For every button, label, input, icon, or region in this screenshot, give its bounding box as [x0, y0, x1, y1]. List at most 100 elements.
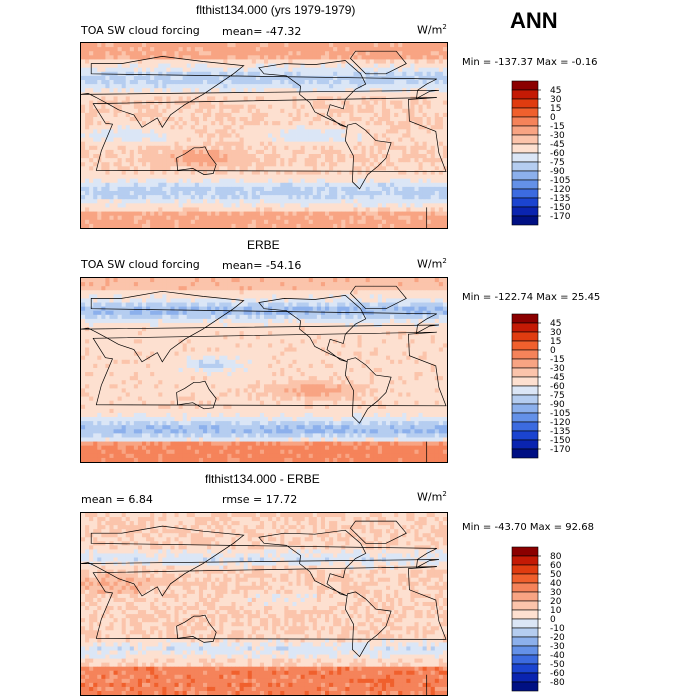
colorbar-swatch — [511, 591, 539, 602]
colorbar-swatch — [511, 367, 539, 378]
colorbar-tick-label: 30 — [550, 95, 562, 105]
colorbar-tick-label: -60 — [550, 382, 565, 392]
colorbar-swatch — [511, 645, 539, 656]
coastline — [92, 97, 447, 172]
season-label: ANN — [510, 8, 558, 33]
colorbar-swatch — [511, 134, 539, 145]
colorbar-tick-label: -30 — [550, 642, 565, 652]
colorbar-tick-label: -40 — [550, 651, 565, 661]
colorbar-tick-label: 30 — [550, 588, 562, 598]
panel3-map-plot — [81, 513, 447, 695]
colorbar-swatch — [511, 188, 539, 199]
panel2-colorbar: 45 30 15 0 -15 -30 -45 -60 -75 -90 -105 -120 -135 -15… — [511, 313, 572, 459]
panel2-variable: TOA SW cloud forcing — [81, 258, 200, 271]
colorbar-swatch — [511, 170, 539, 181]
colorbar-tick-label: 50 — [550, 570, 562, 580]
colorbar-swatch — [511, 430, 539, 441]
panel1-mean: mean= -47.32 — [222, 25, 302, 38]
colorbar-swatch — [511, 331, 539, 342]
colorbar-tick-label: 80 — [550, 552, 562, 562]
panel2-map — [80, 277, 448, 463]
colorbar-tick-label: -170 — [550, 212, 571, 222]
panel2-map-plot — [81, 278, 447, 462]
colorbar-tick-label: -170 — [550, 445, 571, 455]
colorbar-tick-label: 0 — [550, 113, 556, 123]
colorbar-swatch — [511, 322, 539, 333]
colorbar-swatch — [511, 116, 539, 127]
colorbar-swatch — [511, 313, 539, 324]
coastline — [344, 357, 392, 424]
colorbar-tick-label: -90 — [550, 400, 565, 410]
colorbar-swatch — [511, 609, 539, 620]
panel2-mean: mean= -54.16 — [222, 259, 302, 272]
colorbar-swatch — [511, 448, 539, 459]
panel1-title: flthist134.000 (yrs 1979-1979) — [196, 3, 356, 17]
panel3-mean: mean = 6.84 — [81, 493, 153, 506]
colorbar-tick-label: -90 — [550, 167, 565, 177]
colorbar-tick-label: 60 — [550, 561, 562, 571]
panel3-min-max: Min = -43.70 Max = 92.68 — [462, 522, 594, 533]
colorbar-tick-label: -15 — [550, 355, 565, 365]
panel2-title: ERBE — [247, 238, 280, 252]
colorbar-swatch — [511, 672, 539, 683]
colorbar-swatch — [511, 412, 539, 423]
coastline — [81, 525, 439, 597]
colorbar-tick-label: 15 — [550, 337, 561, 347]
colorbar-swatch — [511, 98, 539, 109]
colorbar-swatch — [511, 143, 539, 154]
panel3-units: W/m2 — [417, 490, 447, 504]
colorbar-swatch — [511, 439, 539, 450]
colorbar-swatch — [511, 152, 539, 163]
colorbar-swatch — [511, 654, 539, 665]
colorbar-tick-label: -120 — [550, 185, 571, 195]
coastline — [176, 146, 217, 175]
colorbar-swatch — [511, 564, 539, 575]
colorbar-tick-label: -150 — [550, 203, 571, 213]
colorbar-tick-label: -45 — [550, 140, 565, 150]
colorbar-swatch — [511, 340, 539, 351]
colorbar-tick-label: -30 — [550, 364, 565, 374]
colorbar-swatch — [511, 546, 539, 557]
colorbar-swatch — [511, 394, 539, 405]
colorbar-swatch — [511, 573, 539, 584]
colorbar-swatch — [511, 80, 539, 91]
coastline — [344, 591, 392, 658]
coastline — [258, 295, 367, 363]
colorbar-swatch — [511, 421, 539, 432]
colorbar-swatch — [511, 161, 539, 172]
colorbar-swatch — [511, 179, 539, 190]
colorbar-swatch — [511, 206, 539, 217]
colorbar-tick-label: -45 — [550, 373, 565, 383]
colorbar-tick-label: 40 — [550, 579, 562, 589]
panel2-min-max: Min = -122.74 Max = 25.45 — [462, 292, 601, 303]
panel1-min-max: Min = -137.37 Max = -0.16 — [462, 57, 598, 68]
colorbar-swatch — [511, 89, 539, 100]
colorbar-tick-label: 30 — [550, 328, 562, 338]
colorbar-tick-label: -60 — [550, 149, 565, 159]
colorbar-tick-label: -75 — [550, 391, 565, 401]
panel3-colorbar: 80 60 50 40 30 20 10 0 -10 -20 -30 -40 -50 -60 -80 — [511, 546, 572, 692]
colorbar-swatch — [511, 125, 539, 136]
colorbar-swatch — [511, 107, 539, 118]
colorbar-tick-label: -15 — [550, 122, 565, 132]
colorbar-tick-label: 45 — [550, 319, 561, 329]
colorbar-tick-label: -150 — [550, 436, 571, 446]
colorbar-tick-label: -20 — [550, 633, 565, 643]
colorbar-tick-label: 10 — [550, 606, 562, 616]
colorbar-swatch — [511, 582, 539, 593]
coastline — [349, 50, 407, 75]
colorbar-swatch — [511, 197, 539, 208]
colorbar-swatch — [511, 358, 539, 369]
colorbar-swatch — [511, 215, 539, 226]
panel1-units: W/m2 — [417, 23, 447, 37]
panel3-rmse: rmse = 17.72 — [222, 493, 298, 506]
colorbar-swatch — [511, 385, 539, 396]
coastline — [81, 290, 439, 363]
colorbar-swatch — [511, 636, 539, 647]
colorbar-tick-label: -60 — [550, 669, 565, 679]
colorbar-swatch — [511, 376, 539, 387]
panel3-title: flthist134.000 - ERBE — [205, 472, 320, 486]
colorbar-tick-label: -10 — [550, 624, 565, 634]
colorbar-swatch — [511, 618, 539, 629]
panel1-map — [80, 42, 448, 229]
